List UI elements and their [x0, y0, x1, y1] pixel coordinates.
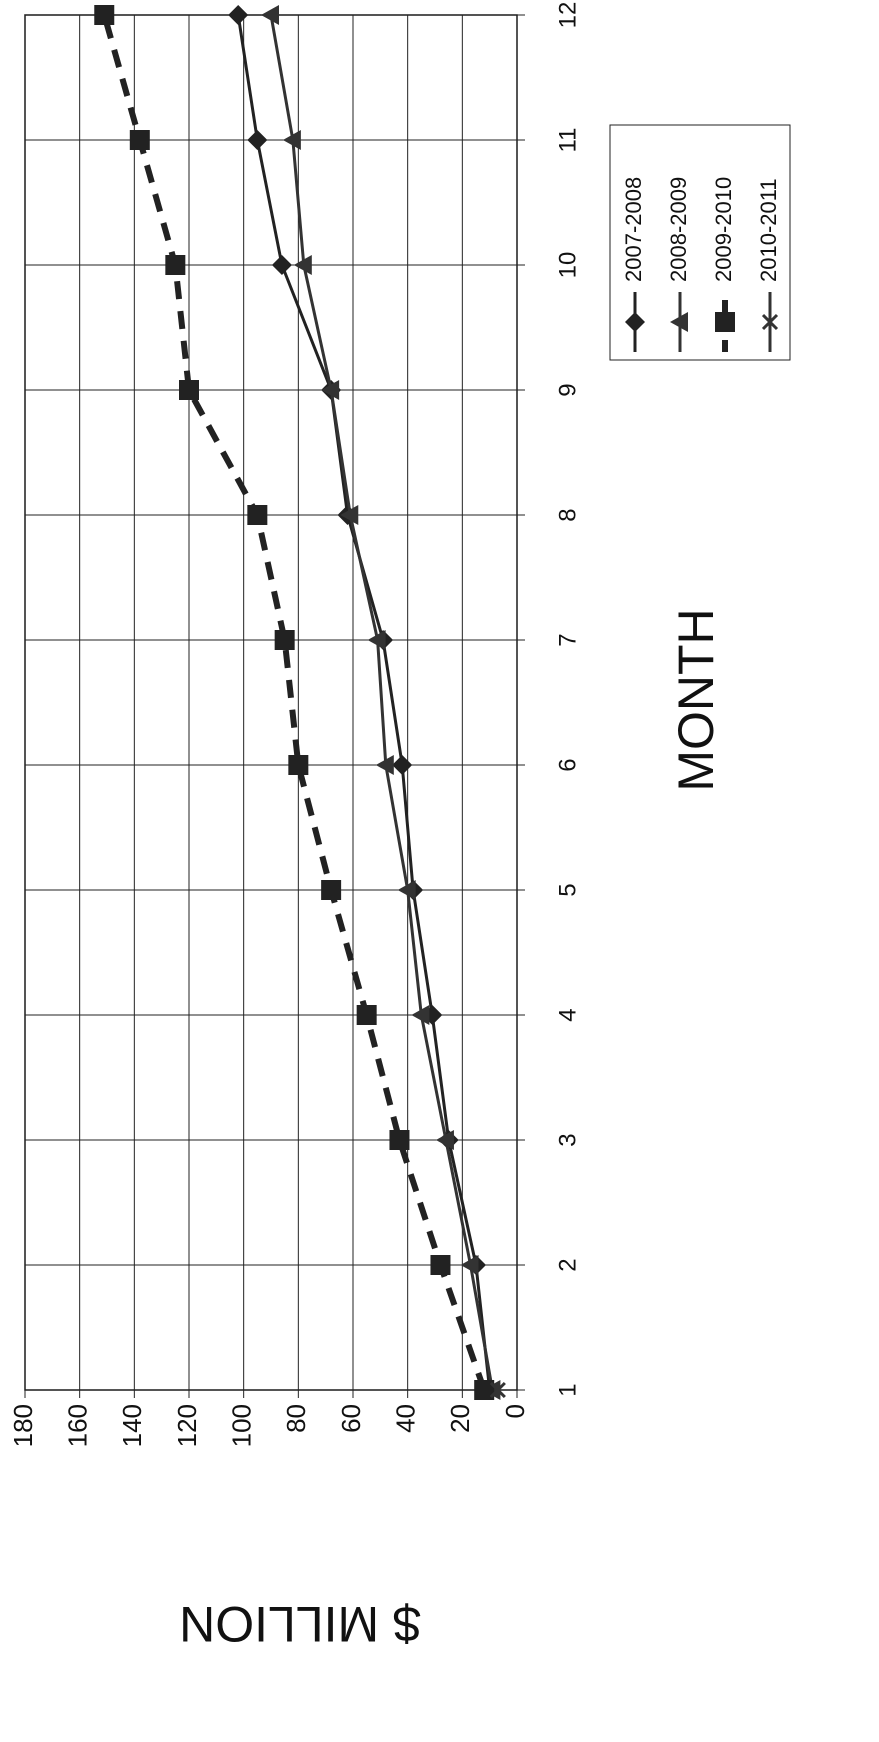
- marker: [474, 1380, 495, 1400]
- marker: [356, 1005, 377, 1025]
- x-tick-label: 12: [554, 2, 581, 29]
- x-tick-label: 9: [554, 383, 581, 396]
- marker: [367, 630, 386, 650]
- marker: [489, 1381, 506, 1399]
- x-tick-label: 2: [554, 1258, 581, 1271]
- marker: [247, 130, 268, 150]
- y-tick-label: 0: [500, 1404, 530, 1418]
- y-tick-label: 60: [336, 1404, 366, 1433]
- marker: [129, 130, 150, 150]
- marker: [321, 380, 340, 400]
- legend-box: [609, 124, 791, 361]
- marker: [293, 255, 312, 275]
- legend-label: 2007-2008: [621, 177, 646, 282]
- x-axis-label: MONTH: [668, 608, 724, 791]
- marker: [247, 505, 268, 525]
- marker: [274, 630, 295, 650]
- marker: [375, 755, 394, 775]
- marker: [228, 5, 249, 25]
- marker: [271, 255, 292, 275]
- x-tick-label: 8: [554, 508, 581, 521]
- legend-marker: [761, 313, 779, 331]
- legend-label: 2009-2010: [711, 177, 736, 282]
- marker: [261, 5, 279, 25]
- x-tick-label: 3: [554, 1133, 581, 1146]
- marker: [179, 380, 199, 400]
- y-tick-label: 80: [281, 1404, 311, 1433]
- marker: [389, 1130, 410, 1150]
- legend-marker: [670, 312, 688, 332]
- series-line: [236, 14, 492, 1391]
- y-tick-label: 100: [227, 1404, 257, 1447]
- x-tick-label: 10: [554, 252, 581, 279]
- marker: [435, 1130, 454, 1150]
- x-tick-label: 6: [554, 758, 581, 771]
- y-tick-label: 20: [445, 1404, 475, 1433]
- plot-frame: [24, 14, 518, 1391]
- series-line: [101, 14, 488, 1391]
- legend-marker: [715, 312, 735, 332]
- marker: [165, 255, 186, 275]
- series-line: [269, 14, 494, 1391]
- marker: [288, 755, 309, 775]
- y-tick-label: 180: [8, 1404, 38, 1447]
- x-tick-label: 4: [554, 1008, 581, 1021]
- x-tick-label: 1: [554, 1383, 581, 1396]
- marker: [430, 1255, 451, 1275]
- legend-marker: [625, 312, 645, 332]
- marker: [94, 5, 115, 25]
- marker: [411, 1005, 430, 1025]
- legend-label: 2010-2011: [756, 178, 781, 282]
- y-tick-label: 120: [172, 1404, 202, 1447]
- legend-label: 2008-2009: [666, 177, 691, 282]
- marker: [282, 130, 301, 150]
- marker: [392, 755, 413, 775]
- marker: [321, 880, 342, 900]
- marker: [340, 505, 359, 525]
- rotated-chart: MONTH $ MILLION 0 20 40 60 80 100 120 140 160 180…: [8, 2, 791, 1652]
- y-axis-label: $ MILLION: [179, 1596, 421, 1652]
- y-tick-label: 140: [117, 1404, 147, 1447]
- marker: [397, 880, 416, 900]
- x-tick-label: 5: [554, 883, 581, 896]
- y-tick-label: 40: [391, 1404, 421, 1433]
- marker: [460, 1255, 479, 1275]
- y-tick-label: 160: [63, 1404, 93, 1447]
- x-tick-label: 11: [554, 128, 581, 153]
- x-tick-label: 7: [554, 633, 581, 646]
